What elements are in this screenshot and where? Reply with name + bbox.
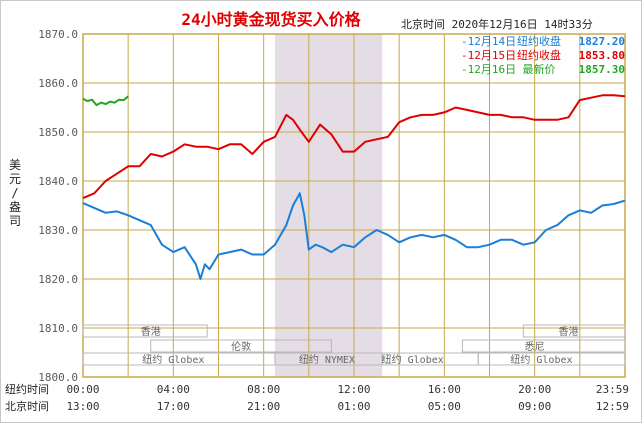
- series-line-2: [82, 94, 626, 200]
- y-tick-label: 1820.0: [38, 273, 78, 286]
- ny-tick-label: 04:00: [157, 383, 190, 396]
- ny-tick-label: 20:00: [518, 383, 551, 396]
- y-tick-label: 1840.0: [38, 175, 78, 188]
- y-axis-label-2: 元: [9, 172, 21, 186]
- ny-tick-label: 12:00: [337, 383, 370, 396]
- session-london-label: 伦敦: [231, 340, 251, 353]
- session-hongkong-late-bar: [522, 324, 626, 338]
- y-axis-label-5: 司: [9, 214, 21, 228]
- nymex-session-shade: [274, 34, 383, 377]
- chart-title: 24小时黄金现货买入价格: [181, 10, 361, 29]
- session-london-bar: [150, 339, 332, 353]
- y-axis-label-4: 盎: [9, 200, 21, 214]
- legend-label: 纽约收盘: [517, 48, 561, 62]
- legend-value: 1853.80: [579, 49, 625, 62]
- ny-tick-label: 08:00: [247, 383, 280, 396]
- session-ny-nymex-label: 纽约 NYMEX: [299, 353, 355, 366]
- legend-value: 1827.20: [579, 35, 625, 48]
- session-ny-globex-3-label: 纽约 Globex: [510, 353, 572, 366]
- ny-tick-label: 23:59: [596, 383, 629, 396]
- y-axis-label-3: /: [11, 186, 18, 200]
- y-tick-label: 1870.0: [38, 28, 78, 41]
- session-ny-globex-3-bar: [477, 352, 626, 366]
- legend-label: 最新价: [523, 62, 556, 76]
- session-sydney-bar: [461, 339, 626, 353]
- bj-tick-label: 09:00: [518, 400, 551, 413]
- legend-label: 纽约收盘: [517, 34, 561, 48]
- bj-tick-label: 05:00: [428, 400, 461, 413]
- y-tick-label: 1860.0: [38, 77, 78, 90]
- bj-tick-label: 01:00: [337, 400, 370, 413]
- bj-time-row-label: 北京时间: [5, 399, 49, 413]
- y-tick-label: 1800.0: [38, 371, 78, 384]
- bj-tick-label: 12:59: [596, 400, 629, 413]
- session-hongkong-label: 香港: [141, 326, 161, 338]
- plot-border: [82, 33, 626, 378]
- legend-date: -12月14日: [461, 35, 516, 48]
- ny-time-row-label: 纽约时间: [5, 382, 49, 396]
- y-axis-label-1: 美: [9, 158, 21, 172]
- session-ny-globex-label: 纽约 Globex: [142, 353, 204, 366]
- legend-date: -12月15日: [461, 49, 516, 62]
- ny-tick-label: 00:00: [66, 383, 99, 396]
- series-line-1: [82, 192, 626, 280]
- session-ny-globex-2-label: 纽约 Globex: [382, 353, 444, 366]
- bj-tick-label: 21:00: [247, 400, 280, 413]
- session-sydney-label: 悉尼: [525, 341, 545, 353]
- legend-date: -12月16日: [461, 63, 516, 76]
- y-tick-label: 1810.0: [38, 322, 78, 335]
- y-tick-label: 1850.0: [38, 126, 78, 139]
- session-hongkong-bar: [82, 324, 208, 338]
- bj-tick-label: 13:00: [66, 400, 99, 413]
- chart-timestamp: 北京时间 2020年12月16日 14时33分: [401, 17, 593, 31]
- ny-tick-label: 16:00: [428, 383, 461, 396]
- series-line-3: [82, 95, 129, 107]
- bj-tick-label: 17:00: [157, 400, 190, 413]
- y-tick-label: 1830.0: [38, 224, 78, 237]
- session-hongkong-late-label: 香港: [559, 326, 579, 338]
- legend-value: 1857.30: [579, 63, 625, 76]
